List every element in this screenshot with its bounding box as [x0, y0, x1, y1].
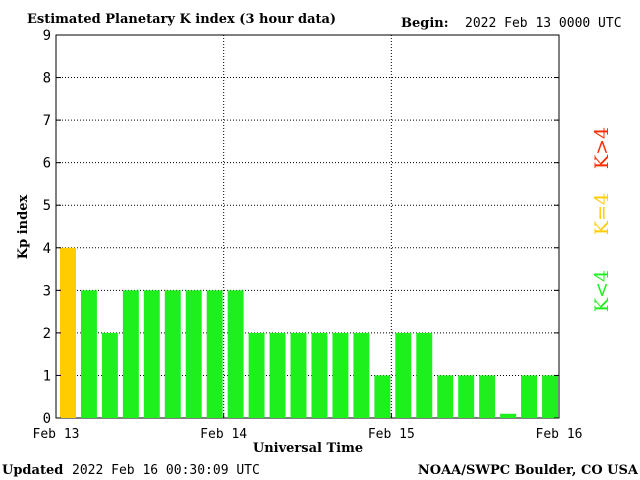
y-tick-label: 4: [43, 241, 51, 257]
x-tick-label: Feb 13: [33, 427, 80, 442]
begin-value: 2022 Feb 13 0000 UTC: [465, 16, 622, 31]
kp-bar: [206, 290, 223, 418]
x-tick-label: Feb 15: [368, 427, 415, 442]
kp-bar: [332, 332, 349, 418]
kp-bar: [248, 332, 265, 418]
chart-title: Estimated Planetary K index (3 hour data…: [27, 12, 336, 27]
legend-k-equal-4: K=4: [591, 193, 613, 235]
kp-bar: [185, 290, 202, 418]
kp-bar: [416, 332, 433, 418]
updated-value: 2022 Feb 16 00:30:09 UTC: [72, 463, 260, 478]
kp-bar: [122, 290, 139, 418]
kp-bar: [227, 290, 244, 418]
kp-bar: [60, 247, 76, 418]
y-tick-label: 3: [43, 283, 51, 299]
y-tick-label: 9: [43, 28, 51, 44]
kp-bar: [80, 290, 97, 418]
y-tick-label: 1: [43, 368, 51, 384]
kp-bar: [437, 375, 454, 418]
y-tick-label: 8: [43, 71, 51, 87]
kp-bar: [374, 375, 391, 418]
kp-bar: [458, 375, 475, 418]
x-axis-label: Universal Time: [253, 441, 363, 456]
y-tick-label: 6: [43, 156, 51, 172]
kp-bar: [269, 332, 286, 418]
y-tick-label: 0: [43, 411, 51, 427]
updated-label: Updated: [2, 463, 63, 478]
kp-bar: [164, 290, 181, 418]
kp-bar: [500, 413, 517, 418]
legend-k-above-4: K>4: [591, 127, 613, 169]
plot-frame: [55, 34, 560, 419]
kp-bar: [143, 290, 160, 418]
x-tick-label: Feb 14: [200, 427, 247, 442]
begin-label: Begin:: [401, 16, 449, 31]
kp-bar: [395, 332, 412, 418]
y-tick-label: 2: [43, 326, 51, 342]
kp-bar: [521, 375, 538, 418]
legend-k-below-4: K<4: [591, 270, 613, 312]
kp-bar: [353, 332, 370, 418]
kp-bar: [101, 332, 118, 418]
kp-bar: [311, 332, 328, 418]
y-axis-label: Kp index: [16, 195, 31, 260]
y-axis-ticks: 0 1 2 3 4 5 6 7 8 9: [43, 28, 559, 427]
y-tick-label: 5: [43, 198, 51, 214]
source-credit: NOAA/SWPC Boulder, CO USA: [418, 463, 639, 478]
y-tick-label: 7: [43, 113, 51, 129]
kp-bar: [290, 332, 307, 418]
bar-series: [60, 247, 558, 418]
kp-bar: [542, 375, 558, 418]
x-tick-label: Feb 16: [536, 427, 583, 442]
kp-bar: [479, 375, 496, 418]
x-axis-ticks: Feb 13 Feb 14 Feb 15 Feb 16: [33, 413, 583, 442]
grid-lines: [56, 35, 559, 418]
